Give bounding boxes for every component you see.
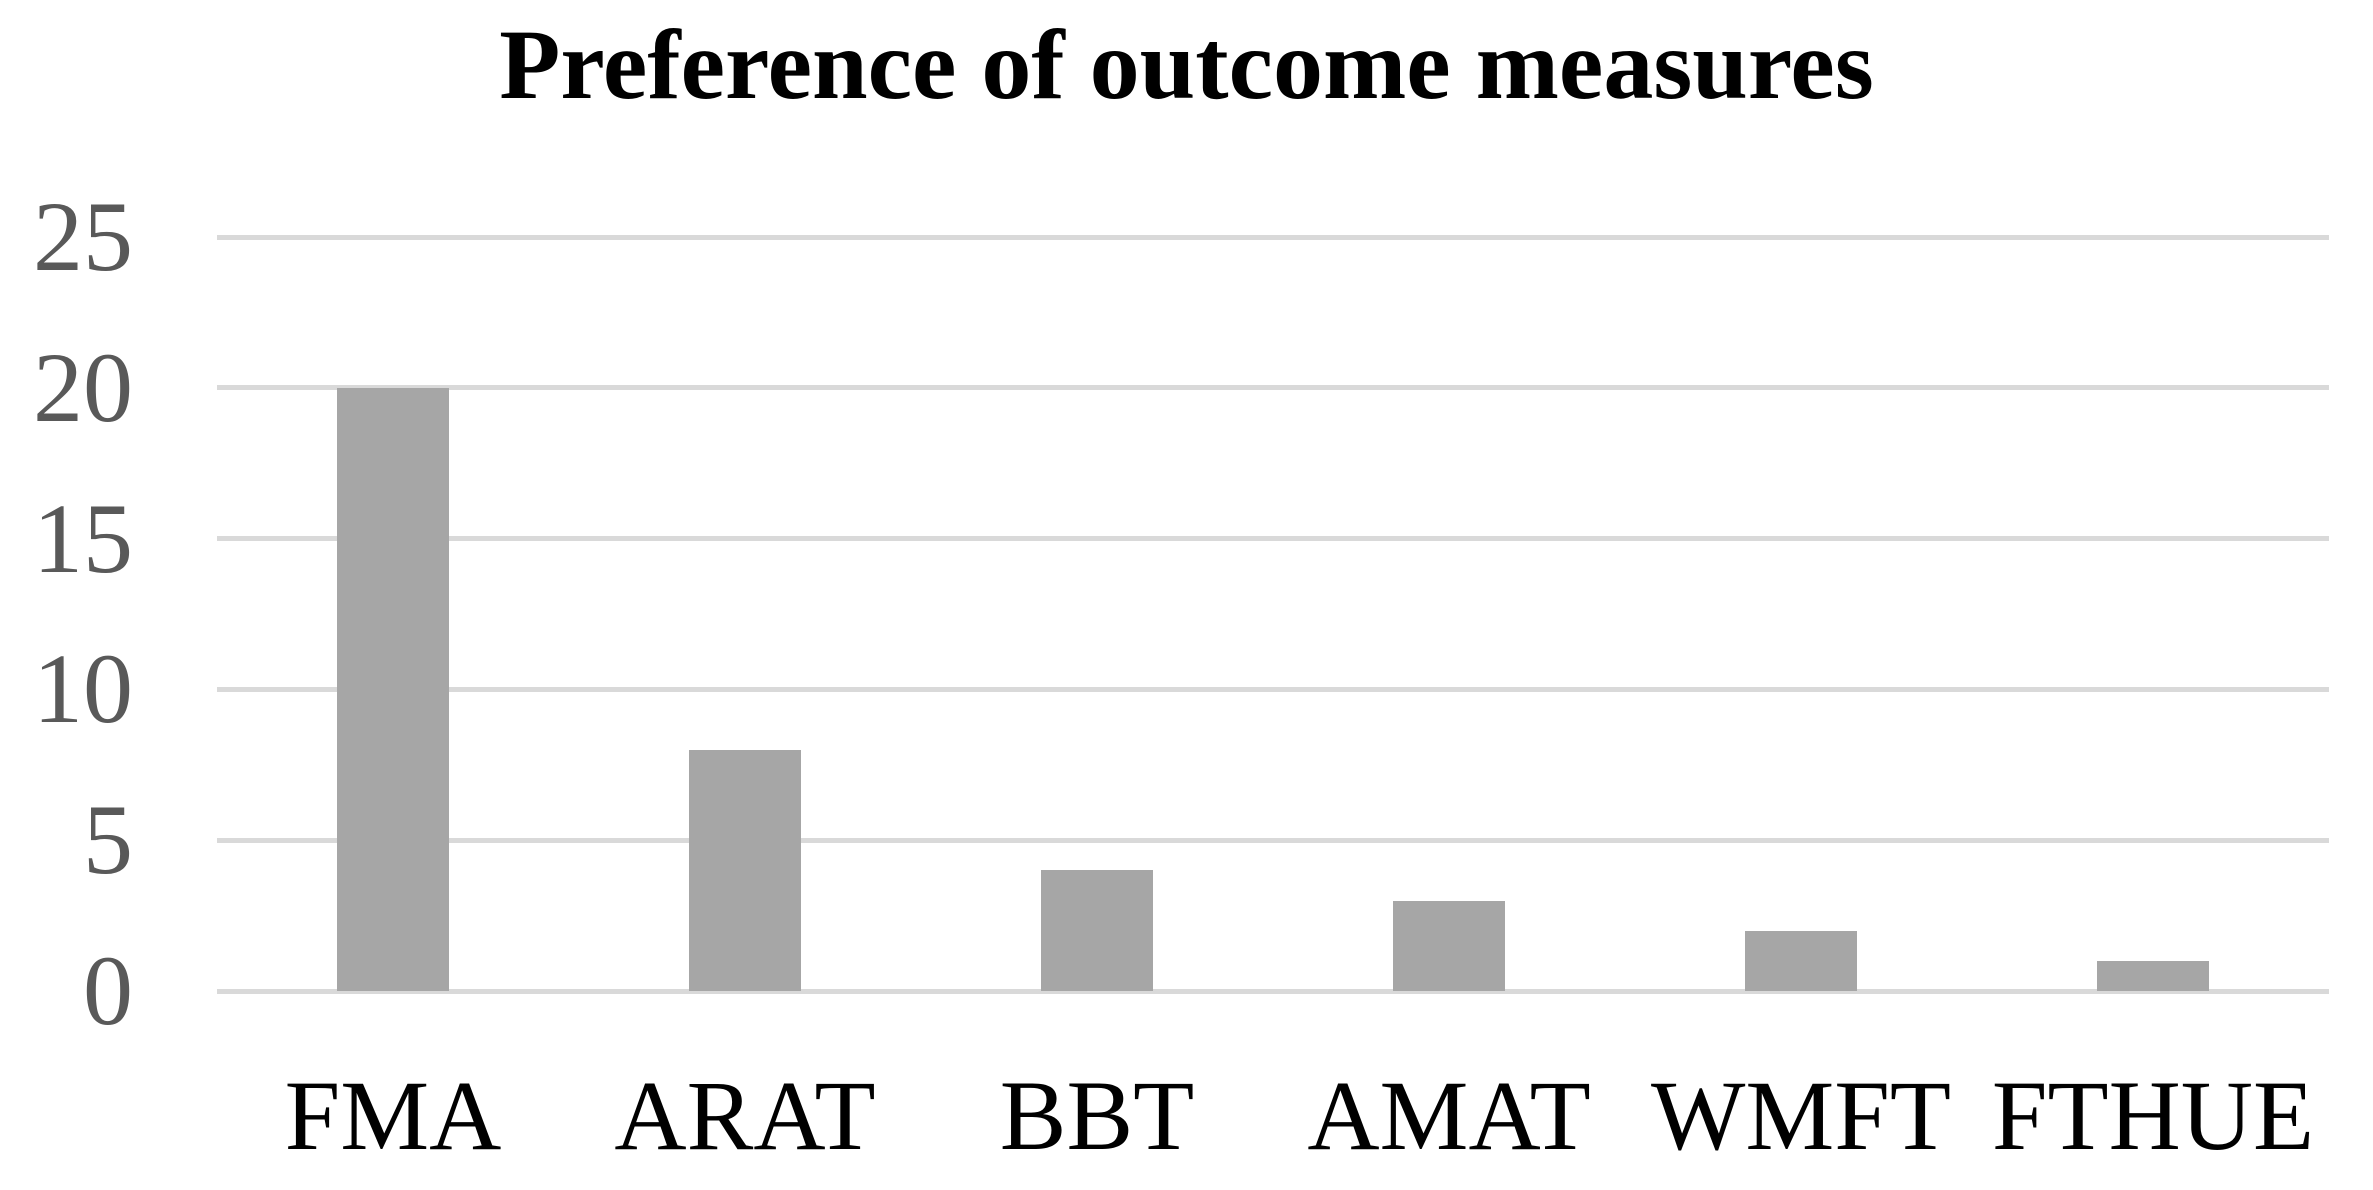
bar-arat [689, 749, 801, 991]
xtick-label-wmft: WMFT [1651, 1060, 1951, 1171]
ytick-label-25: 25 [33, 181, 133, 292]
bar-wmft [1745, 930, 1857, 991]
chart-title: Preference of outcome measures [499, 9, 1874, 120]
gridline-25 [217, 234, 2329, 240]
ytick-label-5: 5 [83, 784, 133, 896]
ytick-label-0: 0 [83, 935, 133, 1046]
gridline-0 [217, 988, 2329, 994]
gridline-5 [217, 837, 2329, 843]
bar-fma [337, 387, 449, 991]
ytick-label-20: 20 [33, 331, 133, 443]
xtick-label-amat: AMAT [1307, 1060, 1591, 1171]
plot-area [217, 234, 2329, 994]
ytick-label-15: 15 [33, 482, 133, 594]
xtick-label-bbt: BBT [999, 1060, 1195, 1171]
ytick-label-10: 10 [33, 633, 133, 745]
xtick-label-fma: FMA [284, 1060, 502, 1171]
gridline-20 [217, 385, 2329, 391]
gridline-15 [217, 536, 2329, 542]
bar-bbt [1041, 870, 1153, 991]
xtick-label-fthue: FTHUE [1991, 1060, 2315, 1171]
bar-fthue [2097, 960, 2209, 991]
bar-amat [1393, 900, 1505, 991]
gridline-10 [217, 686, 2329, 692]
xtick-label-arat: ARAT [614, 1060, 876, 1171]
